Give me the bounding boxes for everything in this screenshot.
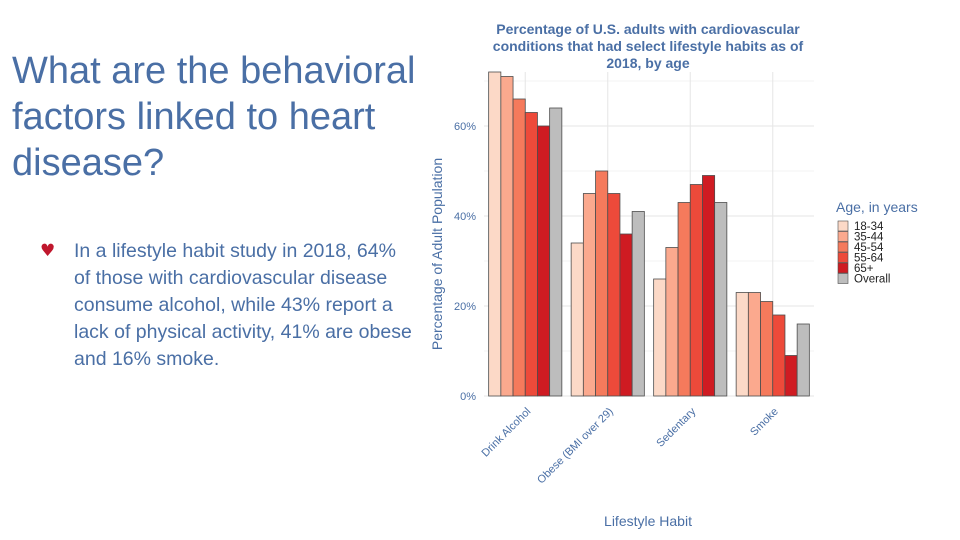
- legend-label: 18-34: [854, 221, 884, 233]
- bar: [631, 211, 645, 397]
- bar: [582, 193, 596, 397]
- bar: [524, 112, 538, 397]
- y-tick-label: 60%: [454, 121, 476, 133]
- bar: [714, 202, 728, 397]
- bar: [796, 323, 810, 397]
- legend-swatch: [837, 241, 849, 253]
- legend-swatch: [837, 220, 849, 232]
- slide-title: What are the behavioral factors linked t…: [12, 50, 416, 184]
- x-axis-ticks: Drink Alcohol Obese (BMI over 29) Sedentar…: [479, 405, 780, 486]
- bars: [488, 71, 810, 397]
- y-tick-label: 40%: [454, 211, 476, 223]
- chart-title-line: 2018, by age: [606, 55, 689, 71]
- y-axis-ticks: 0% 20% 40% 60%: [454, 121, 476, 403]
- legend-swatch: [837, 262, 849, 274]
- bar: [500, 76, 514, 397]
- bar: [747, 292, 761, 397]
- legend-label: 55-64: [854, 253, 884, 265]
- bar: [595, 170, 609, 397]
- x-axis-label: Lifestyle Habit: [604, 513, 692, 529]
- bar: [665, 247, 679, 397]
- bar: [735, 292, 749, 397]
- bar: [607, 193, 621, 397]
- bar: [689, 184, 703, 397]
- bar: [549, 107, 563, 397]
- bar: [772, 314, 786, 397]
- legend-title: Age, in years: [836, 199, 918, 215]
- legend: Age, in years 18-3435-4445-5455-6465+Ove…: [836, 199, 918, 286]
- bar: [702, 175, 716, 397]
- legend-label: Overall: [854, 274, 890, 286]
- bar: [512, 98, 526, 397]
- legend-label: 65+: [854, 263, 874, 275]
- legend-swatch: [837, 252, 849, 263]
- heart-icon: ♥: [40, 241, 56, 261]
- chart-title-line: conditions that had select lifestyle hab…: [493, 38, 804, 54]
- y-axis-label: Percentage of Adult Population: [429, 158, 445, 350]
- x-tick-label: Smoke: [748, 406, 781, 439]
- bullet-text: In a lifestyle habit study in 2018, 64% …: [74, 240, 412, 370]
- y-tick-label: 0%: [460, 391, 476, 403]
- x-tick-label: Drink Alcohol: [479, 406, 533, 460]
- legend-swatch: [837, 273, 849, 284]
- legend-label: 35-44: [854, 232, 884, 244]
- chart-title: Percentage of U.S. adults with cardiovas…: [493, 21, 804, 71]
- bar-chart: Percentage of U.S. adults with cardiovas…: [429, 21, 918, 529]
- bar: [784, 355, 798, 397]
- bar: [653, 278, 667, 397]
- bullet-item: ♥ In a lifestyle habit study in 2018, 64…: [40, 238, 420, 373]
- legend-label: 45-54: [854, 242, 884, 254]
- x-tick-label: Sedentary: [654, 405, 698, 449]
- bar: [619, 233, 633, 397]
- y-tick-label: 20%: [454, 301, 476, 313]
- x-tick-label: Obese (BMI over 29): [535, 406, 616, 487]
- bar: [677, 202, 691, 397]
- bar: [537, 125, 551, 397]
- chart-title-line: Percentage of U.S. adults with cardiovas…: [496, 21, 800, 37]
- bar: [570, 242, 584, 397]
- bar: [760, 301, 774, 397]
- legend-swatch: [837, 231, 849, 242]
- bar: [488, 71, 502, 397]
